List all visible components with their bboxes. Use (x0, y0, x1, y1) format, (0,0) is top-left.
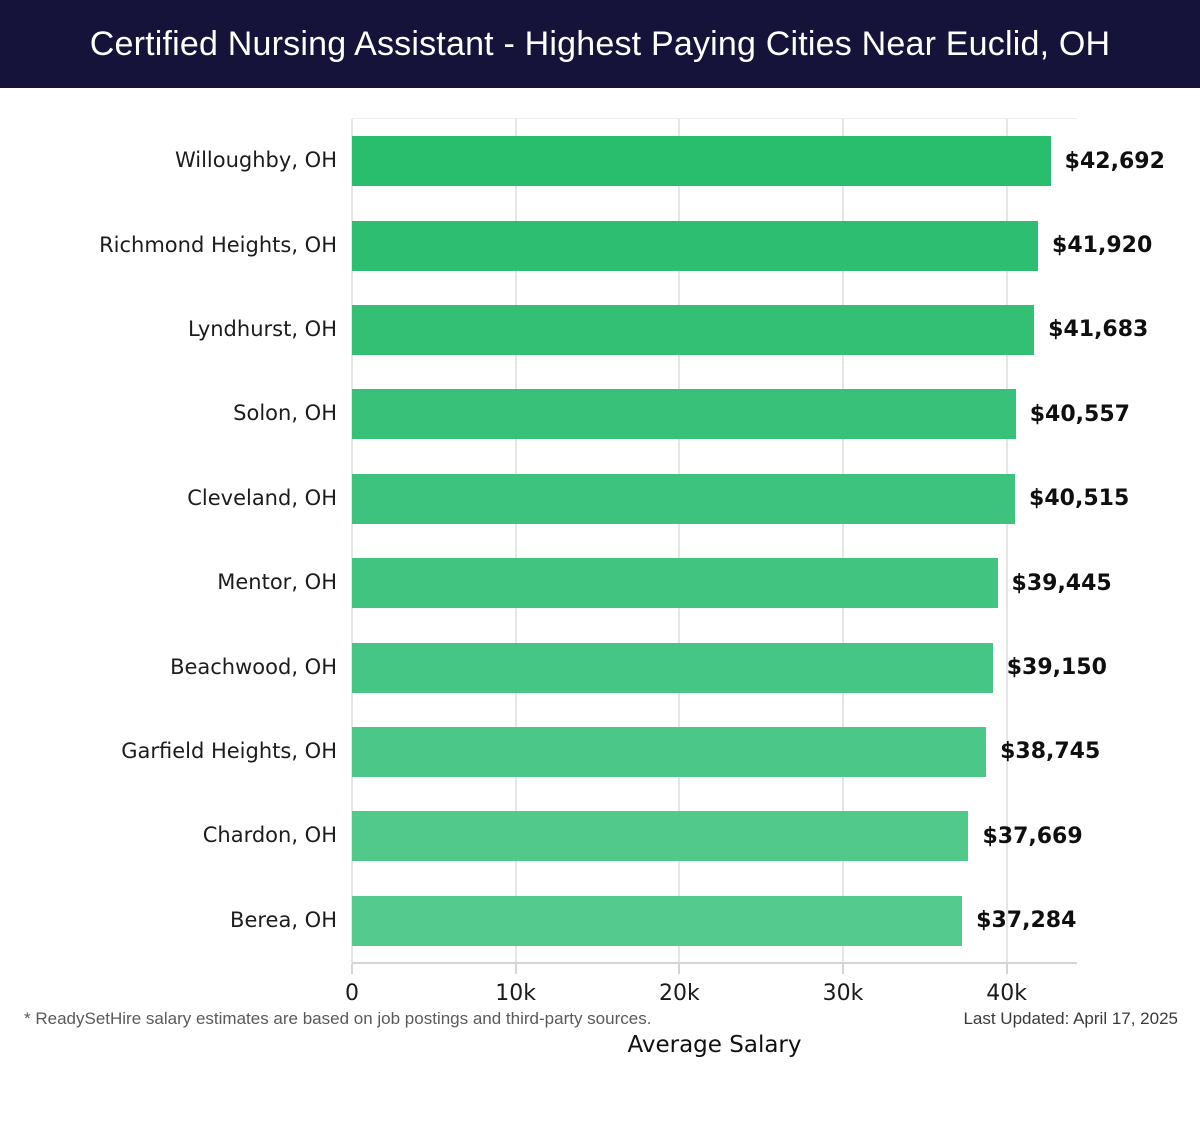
gridline (514, 119, 517, 963)
bar (352, 389, 1016, 440)
category-label: Richmond Heights, OH (99, 232, 337, 257)
value-label: $38,745 (1000, 739, 1101, 765)
category-label: Lyndhurst, OH (188, 316, 337, 341)
chart-title: Certified Nursing Assistant - Highest Pa… (89, 24, 1111, 63)
category-label: Willoughby, OH (174, 148, 337, 173)
category-label: Chardon, OH (202, 823, 337, 848)
category-label: Berea, OH (230, 907, 337, 932)
x-tick-label: 10k (495, 981, 537, 1006)
chart-title-bar: Certified Nursing Assistant - Highest Pa… (0, 0, 1200, 88)
bar-row: $41,683 (352, 288, 1148, 372)
category-label: Solon, OH (233, 401, 337, 426)
bar (352, 895, 963, 946)
bar (352, 642, 993, 693)
x-tick (678, 964, 681, 974)
bar (352, 136, 1051, 187)
x-tick (1005, 964, 1008, 974)
bar (352, 473, 1016, 524)
plot-area: $42,692 $41,920 $41,683 $40,557 $40,515 $39,4… (351, 118, 1165, 963)
x-tick (351, 964, 353, 974)
gridline (841, 119, 844, 963)
bar-row: $39,445 (352, 541, 1112, 625)
category-label: Garfield Heights, OH (121, 738, 337, 763)
bar-row: $39,150 (352, 625, 1107, 709)
value-label: $40,557 (1029, 401, 1130, 427)
value-label: $39,150 (1006, 655, 1107, 681)
value-label: $37,284 (976, 908, 1077, 934)
y-axis-labels: Willoughby, OH Richmond Heights, OH Lyndhu… (0, 118, 337, 962)
x-tick-label: 0 (345, 981, 359, 1006)
gridline (351, 119, 353, 963)
x-tick (514, 964, 517, 974)
bar-row: $41,920 (352, 203, 1152, 287)
bar-row: $40,557 (352, 372, 1130, 456)
bar-row: $37,284 (352, 879, 1077, 963)
value-label: $40,515 (1029, 486, 1130, 512)
value-label: $42,692 (1064, 148, 1165, 174)
value-label: $41,920 (1052, 233, 1153, 259)
x-axis-line (352, 962, 1077, 964)
bar (352, 811, 969, 862)
value-label: $37,669 (982, 823, 1083, 849)
bar-row: $40,515 (352, 457, 1129, 541)
bar (352, 304, 1035, 355)
bar (352, 558, 998, 609)
x-axis-title: Average Salary (627, 1032, 802, 1058)
gridline (678, 119, 681, 963)
last-updated: Last Updated: April 17, 2025 (963, 1009, 1178, 1028)
x-tick (841, 964, 844, 974)
category-label: Beachwood, OH (170, 654, 337, 679)
bar-row: $37,669 (352, 794, 1083, 878)
value-label: $41,683 (1048, 317, 1149, 343)
x-tick-label: 40k (986, 981, 1027, 1006)
bar-row: $38,745 (352, 710, 1100, 794)
bar-row: $42,692 (352, 119, 1165, 203)
gridline (1005, 119, 1008, 963)
x-tick-label: 30k (822, 981, 864, 1006)
x-tick-label: 20k (658, 981, 700, 1006)
bar (352, 220, 1039, 271)
bar-chart: Willoughby, OH Richmond Heights, OH Lyndhu… (0, 88, 1200, 1140)
bar (352, 726, 987, 777)
value-label: $39,445 (1011, 570, 1112, 596)
category-label: Mentor, OH (217, 570, 337, 595)
source-note: * ReadySetHire salary estimates are base… (24, 1009, 652, 1028)
category-label: Cleveland, OH (187, 485, 337, 510)
